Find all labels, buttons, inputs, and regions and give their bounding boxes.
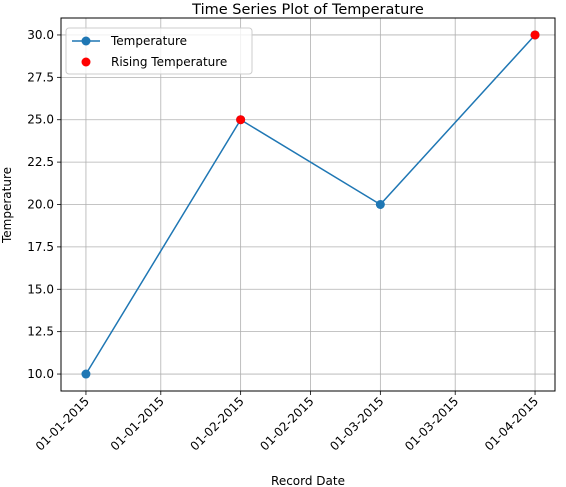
y-tick-label: 30.0 [27, 28, 54, 42]
y-tick-label: 15.0 [27, 282, 54, 296]
y-tick-label: 20.0 [27, 198, 54, 212]
legend-box [65, 27, 253, 75]
y-tick-label: 17.5 [27, 240, 54, 254]
legend: Temperature Rising Temperature [65, 27, 253, 75]
x-tick-label: 01-02-2015 [257, 394, 316, 453]
legend-label-rising-temperature: Rising Temperature [111, 55, 227, 69]
x-tick-label: 01-01-2015 [108, 394, 167, 453]
temperature-point [81, 369, 91, 379]
y-tick-label: 10.0 [27, 367, 54, 381]
rising-temperature-point [236, 115, 246, 125]
x-tick-label: 01-01-2015 [33, 394, 92, 453]
chart-title: Time Series Plot of Temperature [191, 2, 424, 18]
y-tick-label: 27.5 [27, 70, 54, 84]
rising-temperature-point [530, 30, 540, 40]
x-tick-label: 01-04-2015 [482, 394, 541, 453]
temperature-line [85, 34, 536, 375]
x-tick-label: 01-03-2015 [402, 394, 461, 453]
y-tick-label: 12.5 [27, 325, 54, 339]
x-axis-label: Record Date [271, 474, 345, 487]
x-axis: 01-01-2015 01-01-2015 01-02-2015 01-02-2015… [33, 391, 541, 453]
legend-marker-rising-temperature [81, 57, 91, 67]
y-tick-label: 22.5 [27, 155, 54, 169]
temperature-point [375, 200, 385, 209]
y-tick-label: 25.0 [27, 113, 54, 127]
legend-marker-temperature [81, 36, 91, 46]
x-tick-label: 01-03-2015 [327, 394, 386, 453]
legend-label-temperature: Temperature [110, 34, 187, 48]
y-axis-label: Temperature [0, 167, 14, 244]
series-layer [81, 30, 540, 379]
y-axis: 10.0 12.5 15.0 17.5 20.0 22.5 25.0 27.5 30.0 [27, 28, 61, 381]
x-tick-label: 01-02-2015 [188, 394, 247, 453]
